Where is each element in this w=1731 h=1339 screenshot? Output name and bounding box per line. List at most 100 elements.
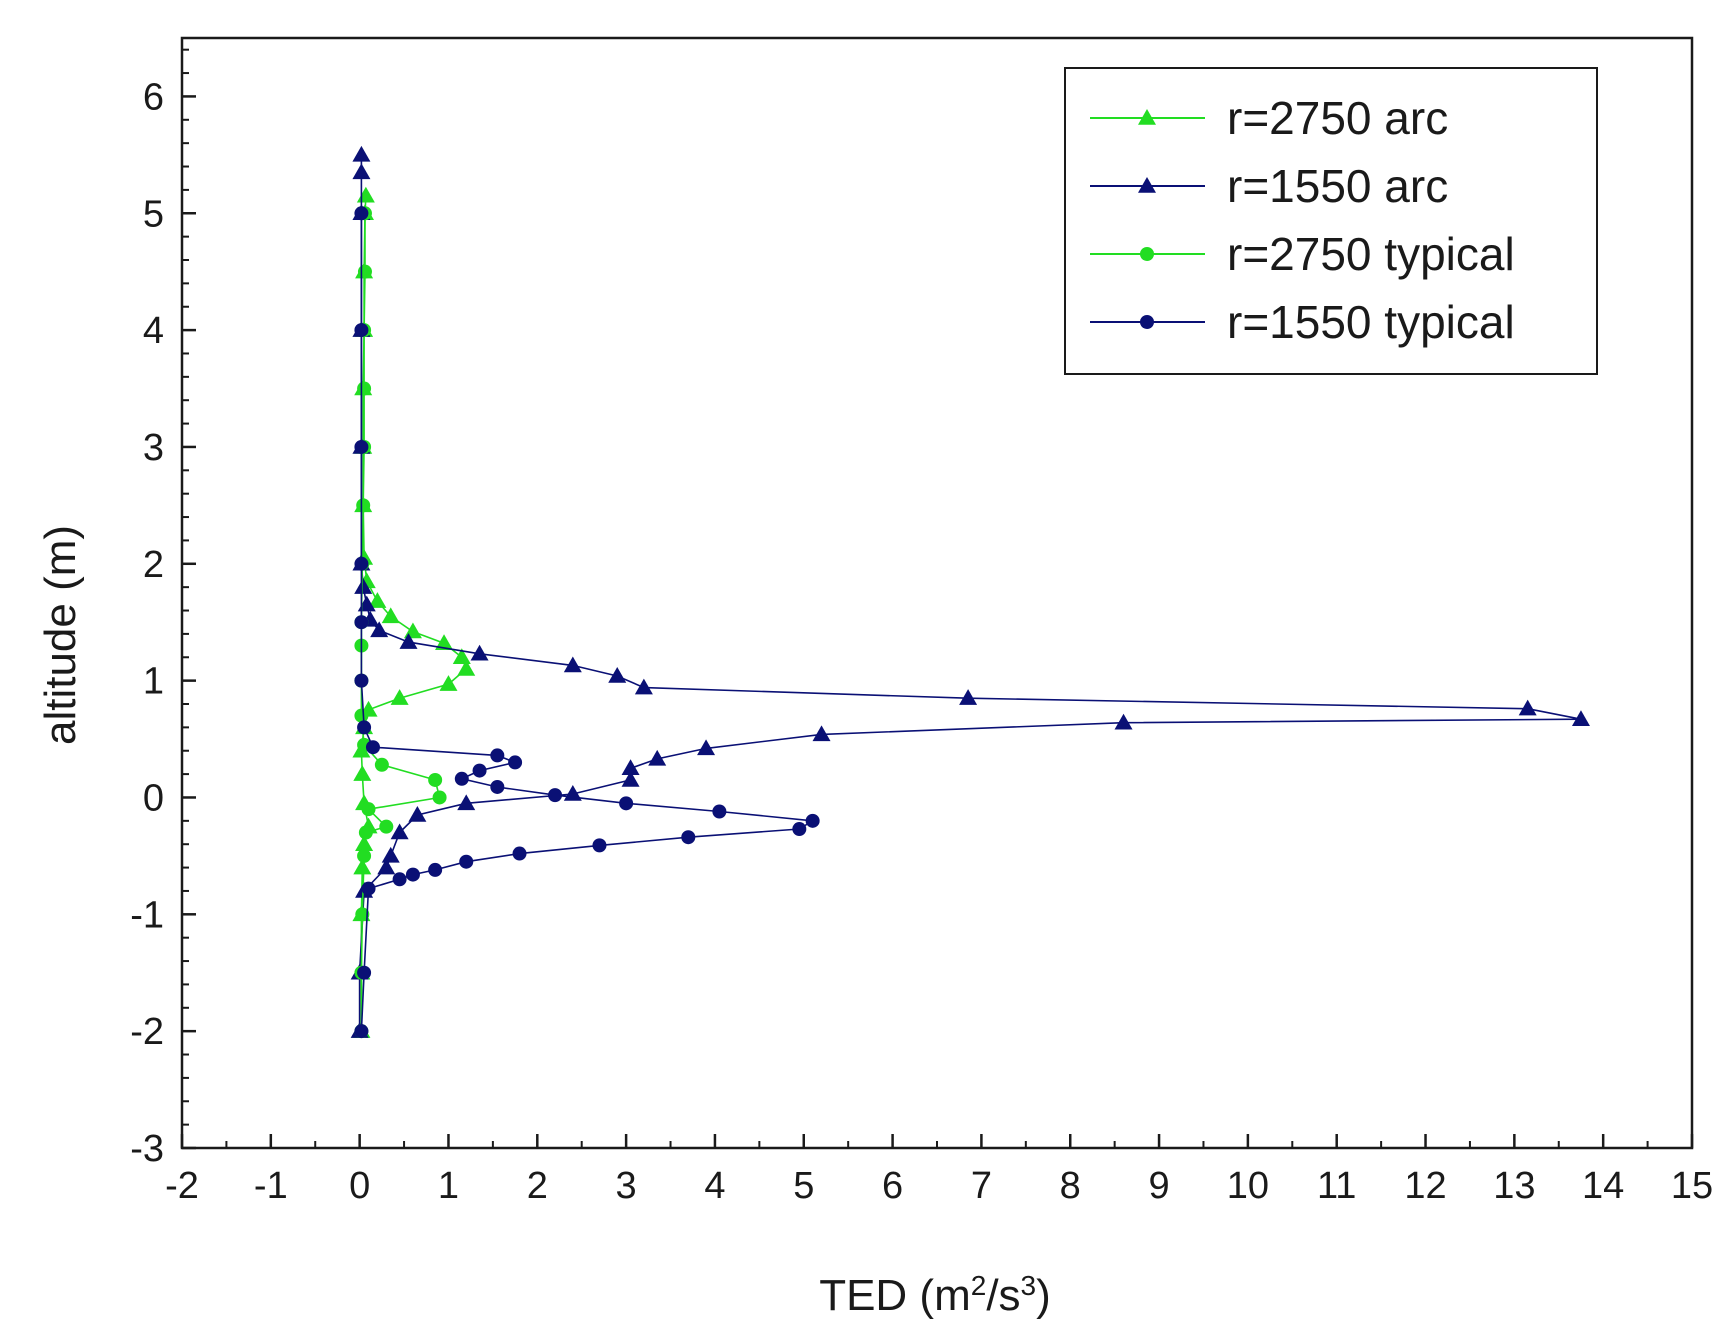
data-point	[712, 804, 727, 819]
data-point	[352, 163, 371, 180]
data-point	[357, 848, 372, 863]
data-point	[358, 825, 373, 840]
data-point	[361, 802, 376, 817]
data-point	[354, 439, 369, 454]
y-tick-label: -1	[130, 894, 164, 936]
y-tick-label: 6	[143, 76, 164, 118]
data-point	[457, 794, 476, 811]
data-point	[370, 621, 389, 638]
legend-label: r=2750 arc	[1227, 92, 1448, 144]
data-point	[435, 634, 454, 650]
x-tick-label: -1	[254, 1165, 288, 1207]
legend: r=2750 arc r=1550 arc r=2750 typical r=1550…	[1064, 67, 1598, 375]
data-point	[354, 206, 369, 221]
legend-label: r=1550 typical	[1227, 296, 1515, 348]
data-point	[408, 806, 427, 822]
data-point	[368, 592, 387, 608]
legend-label: r=1550 arc	[1227, 160, 1448, 212]
data-point	[374, 757, 389, 772]
data-point	[621, 759, 640, 776]
data-point	[959, 689, 978, 705]
data-point	[459, 854, 474, 869]
legend-entry: r=1550 typical	[1090, 296, 1515, 348]
data-point	[356, 186, 375, 203]
data-point	[365, 740, 380, 755]
x-tick-label: 6	[882, 1165, 903, 1207]
data-point	[619, 796, 634, 811]
y-tick-label: -2	[130, 1011, 164, 1053]
legend-marker	[1140, 315, 1154, 329]
x-tick-label: 4	[704, 1165, 725, 1207]
legend-marker	[1138, 109, 1156, 125]
data-point	[352, 145, 371, 162]
y-tick-label: 4	[143, 310, 164, 352]
y-tick-label: 0	[143, 777, 164, 819]
data-point	[428, 772, 443, 787]
data-point	[621, 770, 640, 787]
data-point	[634, 678, 653, 695]
legend-entry: r=2750 typical	[1090, 228, 1515, 280]
x-axis-title: TED (m2/s3)	[819, 1270, 1051, 1321]
data-point	[357, 264, 372, 279]
data-point	[399, 633, 418, 649]
data-point	[355, 907, 370, 922]
data-point	[353, 858, 372, 875]
legend-marker	[1140, 247, 1154, 261]
data-point	[392, 872, 407, 887]
data-point	[470, 644, 489, 661]
legend-marker	[1138, 177, 1156, 193]
x-tick-label: 15	[1671, 1165, 1713, 1207]
x-tick-label: 8	[1060, 1165, 1081, 1207]
data-point	[381, 607, 400, 624]
legend-label: r=2750 typical	[1227, 228, 1515, 280]
data-point	[357, 965, 372, 980]
data-point	[592, 838, 607, 853]
data-point	[457, 659, 476, 676]
series-line	[360, 213, 816, 1032]
data-point	[452, 648, 471, 665]
data-point	[697, 739, 716, 756]
y-tick-label: 3	[143, 427, 164, 469]
x-tick-label: 7	[971, 1165, 992, 1207]
data-point	[354, 578, 373, 594]
data-point	[354, 1024, 369, 1039]
x-tick-label: -2	[165, 1165, 199, 1207]
data-point	[354, 323, 369, 338]
data-point	[357, 720, 372, 735]
y-tick-label: 5	[143, 193, 164, 235]
x-tick-label: 11	[1317, 1165, 1356, 1207]
legend-entry: r=1550 arc	[1090, 160, 1448, 212]
data-point	[390, 823, 409, 840]
y-tick-label: 2	[143, 544, 164, 586]
data-point	[472, 763, 487, 778]
x-tick-label: 10	[1227, 1165, 1269, 1207]
x-tick-label: 1	[438, 1165, 459, 1207]
data-point	[432, 790, 447, 805]
data-point	[354, 708, 369, 723]
data-point	[354, 556, 369, 571]
y-tick-label: 1	[143, 661, 164, 703]
data-point	[354, 615, 369, 630]
data-point	[681, 830, 696, 845]
x-tick-label: 12	[1404, 1165, 1446, 1207]
x-tick-label: 9	[1148, 1165, 1169, 1207]
data-point	[805, 813, 820, 828]
data-point	[608, 666, 627, 683]
data-point	[490, 779, 505, 794]
x-tick-label: 5	[793, 1165, 814, 1207]
data-point	[490, 748, 505, 763]
x-tick-label: 2	[527, 1165, 548, 1207]
data-point	[356, 498, 371, 513]
data-point	[812, 725, 831, 742]
data-point	[354, 673, 369, 688]
data-point	[454, 771, 469, 786]
data-point	[428, 862, 443, 877]
data-point	[1571, 710, 1590, 726]
data-point	[1114, 713, 1133, 730]
data-point	[361, 881, 376, 896]
data-point	[381, 846, 400, 863]
y-tick-label: -3	[130, 1128, 164, 1170]
data-point	[792, 822, 807, 837]
data-point	[379, 819, 394, 834]
